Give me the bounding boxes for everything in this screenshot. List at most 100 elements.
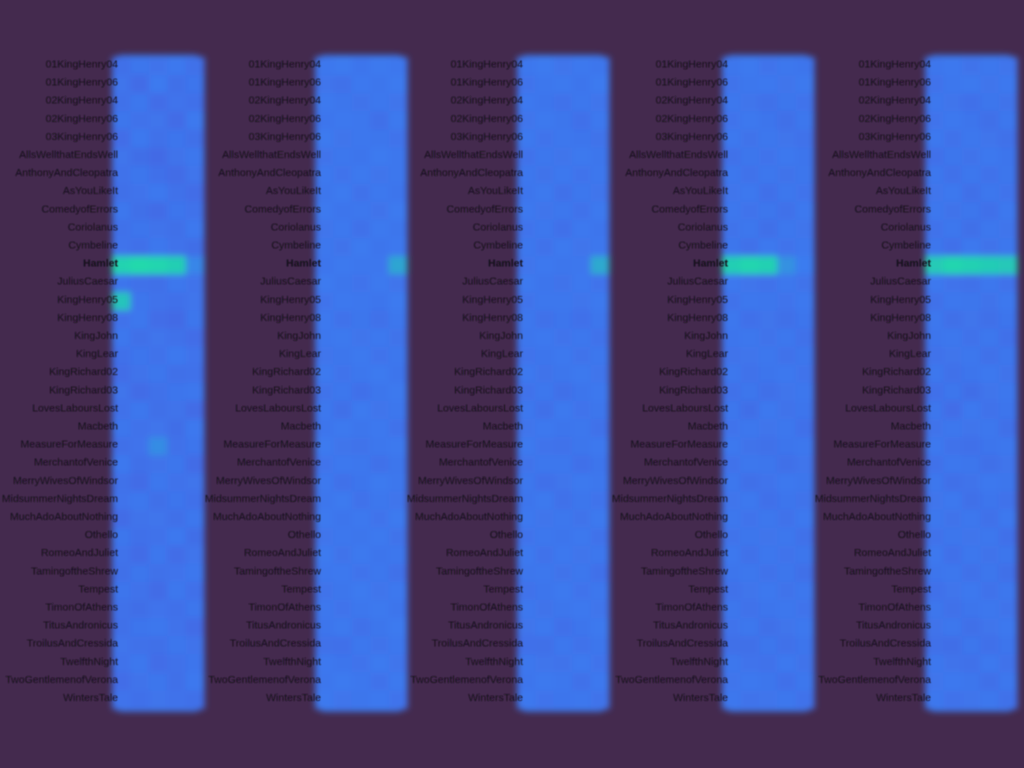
- row-label: KingRichard02: [659, 366, 728, 378]
- heatmap-cell: [740, 310, 760, 330]
- heatmap-cell: [758, 238, 778, 257]
- heatmap-cell: [980, 256, 1000, 275]
- row-label: TimonOfAthens: [45, 602, 118, 614]
- heatmap-cell: [740, 111, 760, 130]
- heatmap-cell: [185, 183, 205, 203]
- heatmap-cell: [351, 219, 371, 239]
- row-label: ComedyofErrors: [245, 203, 321, 215]
- heatmap-cell: [130, 57, 150, 76]
- heatmap-cell: [980, 364, 1000, 384]
- row-label: RomeoAndJuliet: [244, 547, 321, 559]
- heatmap-cell: [590, 201, 610, 221]
- row-label: KingLear: [76, 348, 119, 360]
- heatmap-cell: [572, 654, 592, 673]
- heatmap-cell: [722, 292, 741, 311]
- heatmap-cell: [980, 129, 1000, 149]
- heatmap-cell: [722, 219, 741, 239]
- heatmap-cell: [112, 672, 131, 692]
- row-label: Tempest: [891, 583, 931, 595]
- row-label: AnthonyAndCleopatra: [218, 167, 321, 179]
- heatmap-cell: [370, 346, 390, 366]
- heatmap-cell: [315, 618, 334, 637]
- heatmap-cell: [740, 219, 760, 239]
- row-label: LovesLaboursLost: [845, 402, 931, 414]
- heatmap-cell: [758, 419, 778, 438]
- row-label: TamingoftheShrew: [641, 565, 728, 577]
- row-label: Coriolanus: [881, 221, 931, 233]
- heatmap-cell: [333, 455, 353, 474]
- heatmap-cell: [388, 364, 408, 384]
- heatmap-cell: [925, 491, 944, 511]
- heatmap-cell: [167, 600, 187, 619]
- heatmap-cell: [722, 473, 741, 492]
- row-label: Macbeth: [891, 421, 931, 433]
- row-label: TroilusAndCressida: [230, 638, 321, 650]
- heatmap-cell: [517, 57, 536, 76]
- heatmap-cell: [517, 238, 536, 257]
- heatmap-cell: [980, 57, 1000, 76]
- heatmap-cell: [572, 93, 592, 112]
- heatmap-cell: [148, 437, 168, 456]
- heatmap-cell: [740, 256, 760, 275]
- heatmap-cell: [130, 527, 150, 547]
- heatmap-cell: [998, 346, 1018, 366]
- heatmap-cell: [315, 419, 334, 438]
- heatmap-cell: [370, 672, 390, 692]
- heatmap-cell: [961, 636, 981, 655]
- heatmap-cell: [722, 93, 741, 112]
- heatmap-cell: [572, 183, 592, 203]
- heatmap-cell: [388, 310, 408, 330]
- heatmap-cell: [722, 346, 741, 366]
- heatmap-cell: [722, 600, 741, 619]
- heatmap-cell: [572, 292, 592, 311]
- heatmap-cell: [112, 545, 131, 565]
- heatmap-cell: [777, 455, 797, 474]
- heatmap-cell: [943, 400, 963, 420]
- row-label: KingHenry05: [870, 294, 931, 306]
- heatmap-cell: [333, 600, 353, 619]
- heatmap-cell: [333, 509, 353, 529]
- heatmap-cell: [553, 219, 573, 239]
- row-label: TitusAndronicus: [43, 620, 118, 632]
- row-label: 01KingHenry04: [656, 59, 729, 71]
- heatmap-cell: [535, 419, 555, 438]
- heatmap-cell: [388, 57, 408, 76]
- heatmap-cell: [553, 111, 573, 130]
- heatmap-cell: [351, 165, 371, 185]
- heatmap-cell: [167, 400, 187, 420]
- heatmap-cell: [795, 636, 815, 655]
- heatmap-cell: [333, 382, 353, 402]
- heatmap-cell: [148, 618, 168, 637]
- heatmap-cell: [998, 654, 1018, 673]
- row-label: KingHenry05: [260, 294, 321, 306]
- heatmap-cell: [388, 455, 408, 474]
- heatmap-cell: [535, 382, 555, 402]
- heatmap-cell: [777, 654, 797, 673]
- heatmap-cell: [998, 437, 1018, 456]
- heatmap-cell: [112, 473, 131, 492]
- heatmap-cell: [112, 509, 131, 529]
- row-label: TwoGentlemenofVerona: [818, 674, 931, 686]
- heatmap-cell: [517, 618, 536, 637]
- heatmap-cell: [998, 600, 1018, 619]
- heatmap-cell: [130, 382, 150, 402]
- heatmap-cell: [315, 274, 334, 293]
- heatmap-cell: [553, 364, 573, 384]
- heatmap-cell: [351, 455, 371, 474]
- heatmap-cell: [388, 111, 408, 130]
- heatmap-cell: [590, 238, 610, 257]
- heatmap-cell: [553, 93, 573, 112]
- heatmap-cell: [572, 256, 592, 275]
- heatmap-cell: [980, 292, 1000, 311]
- heatmap-cell: [112, 527, 131, 547]
- row-label: AnthonyAndCleopatra: [828, 167, 931, 179]
- heatmap-cell: [148, 455, 168, 474]
- heatmap-cell: [777, 636, 797, 655]
- heatmap-cell: [722, 183, 741, 203]
- heatmap-cell: [590, 509, 610, 529]
- heatmap-cell: [758, 618, 778, 637]
- heatmap-cell: [590, 581, 610, 601]
- heatmap-cell: [517, 256, 536, 275]
- heatmap-cell: [388, 75, 408, 94]
- heatmap-cell: [943, 75, 963, 94]
